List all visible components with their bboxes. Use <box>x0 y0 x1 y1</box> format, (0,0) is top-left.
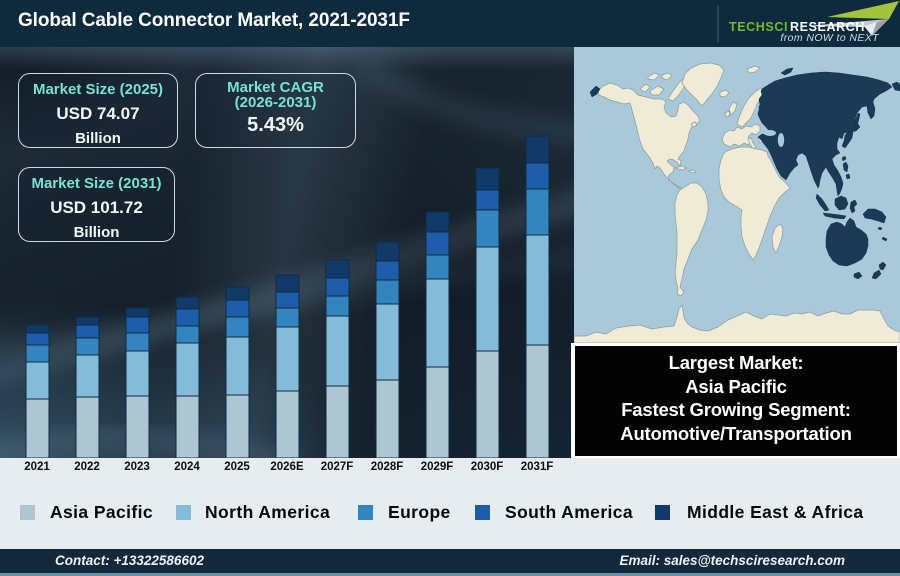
svg-text:RESEARCH: RESEARCH <box>790 20 865 34</box>
svg-text:from NOW to NEXT: from NOW to NEXT <box>780 32 880 44</box>
svg-text:TECHSCI: TECHSCI <box>729 20 788 34</box>
